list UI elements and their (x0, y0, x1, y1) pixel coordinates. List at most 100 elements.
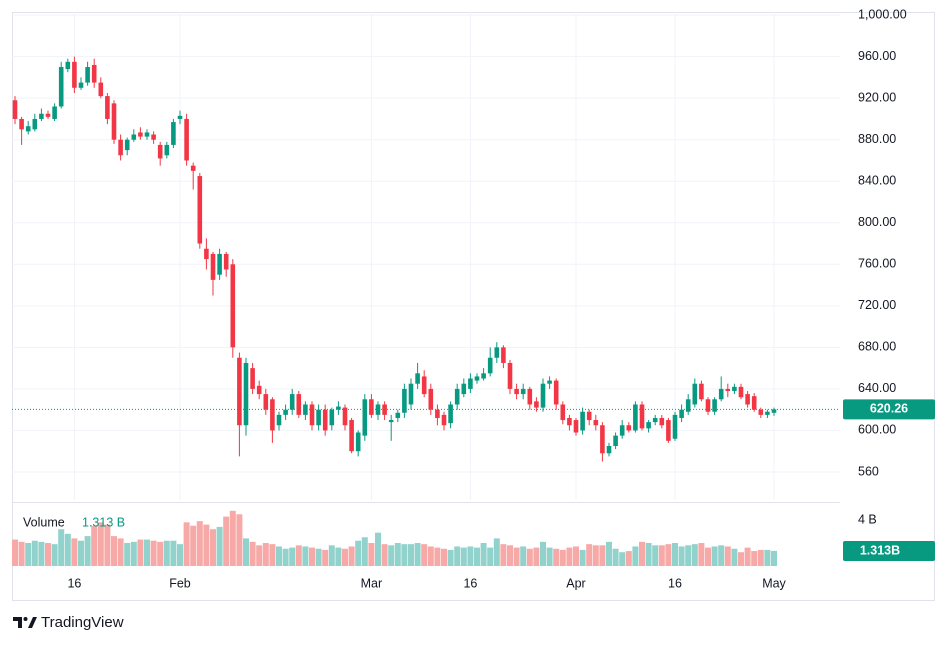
volume-bar (361, 537, 368, 566)
candle-body (421, 376, 427, 395)
candle-body (586, 411, 592, 421)
volume-bar (355, 540, 362, 566)
volume-bar (731, 548, 738, 566)
volume-bar (447, 549, 454, 566)
chart-frame (12, 12, 935, 601)
volume-bar (487, 547, 494, 566)
candle-body (580, 411, 585, 431)
candle-body (171, 122, 176, 145)
candle-body (652, 417, 658, 423)
volume-bar (25, 543, 32, 566)
volume-bar (111, 536, 117, 566)
volume-bar (309, 547, 315, 566)
candle-body (415, 373, 420, 384)
candle-body (692, 383, 698, 405)
volume-bar (566, 547, 573, 566)
x-tick-label: Mar (361, 576, 383, 590)
candle-body (725, 388, 731, 391)
candle-body (355, 432, 361, 452)
candle-body (699, 383, 704, 400)
candle-body (547, 380, 552, 384)
volume-bar (474, 547, 480, 566)
candle-body (309, 404, 315, 426)
volume-bar (579, 549, 586, 566)
volume-bar (711, 546, 718, 566)
candle-body (25, 126, 31, 132)
volume-bar (58, 529, 65, 566)
candle-body (151, 134, 156, 140)
candle-body (553, 380, 559, 405)
volume-bar (678, 546, 685, 566)
volume-bar (104, 524, 111, 566)
candle-body (157, 144, 163, 159)
volume-bar (724, 546, 731, 566)
volume-bar (771, 550, 777, 566)
volume-bar (441, 548, 447, 566)
y-tick-label: 920.00 (858, 90, 896, 104)
candle-body (448, 404, 453, 424)
volume-bar (144, 539, 150, 566)
candle-body (606, 446, 612, 454)
volume-bar (229, 510, 236, 566)
brand-name: TradingView (41, 614, 124, 631)
x-tick-label: Feb (169, 576, 191, 590)
candle-body (12, 100, 18, 119)
volume-bar (744, 547, 751, 566)
volume-bar (124, 543, 131, 566)
candle-body (303, 404, 308, 415)
last-price-tag (843, 399, 935, 420)
volume-bar (328, 545, 335, 566)
volume-bar (78, 540, 84, 566)
candle-body (250, 368, 255, 389)
volume-bar (51, 544, 58, 566)
volume-bar (302, 546, 309, 566)
candle-body (362, 399, 368, 436)
volume-bar (460, 547, 467, 566)
volume-bar (573, 546, 579, 566)
y-tick-label: 560 (858, 464, 879, 478)
volume-bar (335, 547, 342, 566)
volume-bar (177, 544, 183, 566)
volume-bar (375, 532, 381, 566)
volume-bar (64, 533, 71, 566)
candle-body (501, 347, 506, 363)
candle-body (395, 412, 401, 418)
candle-body (738, 386, 744, 398)
volume-bar (540, 541, 546, 566)
candle-body (626, 425, 632, 431)
y-tick-label: 880.00 (858, 132, 896, 146)
candle-body (223, 253, 229, 270)
candle-body (560, 404, 566, 421)
volume-bar (559, 549, 566, 566)
volume-bar (381, 544, 388, 566)
volume-bar (315, 548, 322, 566)
candle-body (593, 420, 599, 426)
x-tick-label: 16 (67, 576, 81, 590)
volume-bar (520, 546, 527, 566)
volume-bar (718, 545, 725, 566)
candle-body (283, 409, 288, 415)
volume-bar (665, 544, 672, 566)
candle-body (217, 253, 222, 275)
volume-bar (401, 544, 408, 566)
volume-bar (137, 539, 144, 566)
volume-bar (91, 525, 98, 566)
logo-mark (23, 617, 28, 621)
x-tick-label: 16 (668, 576, 682, 590)
volume-bar (157, 541, 164, 566)
candle-body (613, 435, 618, 447)
volume-bar (553, 548, 560, 566)
y-tick-label: 1,000.00 (858, 7, 907, 21)
candle-body (758, 409, 764, 415)
last-price-label: 620.26 (870, 402, 908, 416)
volume-bar (500, 544, 507, 566)
candle-body (131, 134, 137, 140)
volume-bar (295, 545, 302, 566)
y-tick-label: 760.00 (858, 257, 896, 271)
candles (12, 56, 777, 462)
volume-bar (210, 529, 216, 566)
candle-body (679, 409, 684, 418)
volume-legend-value: 1.313 B (82, 515, 125, 529)
candle-body (52, 106, 57, 119)
candle-body (672, 414, 678, 439)
